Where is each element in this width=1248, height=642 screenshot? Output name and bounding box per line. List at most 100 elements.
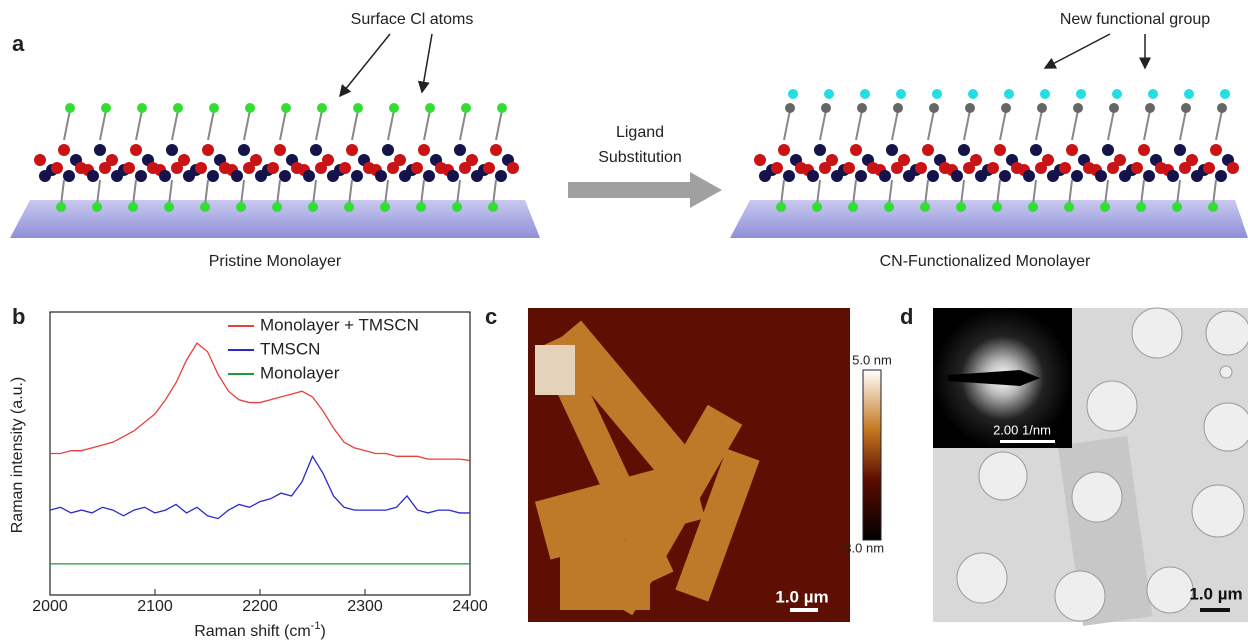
atom	[860, 89, 870, 99]
bond	[388, 110, 394, 140]
x-axis-label: Raman shift (cm-1)	[194, 620, 326, 640]
atom	[1066, 144, 1078, 156]
atom	[490, 144, 502, 156]
colorbar-label: -3.0 nm	[840, 540, 884, 555]
x-tick-label: 2300	[347, 598, 383, 615]
atom	[1004, 89, 1014, 99]
atom	[1131, 162, 1143, 174]
atom	[1167, 170, 1179, 182]
atom	[250, 154, 262, 166]
bond	[964, 110, 970, 140]
scale-bar	[1200, 608, 1230, 612]
atom	[807, 170, 819, 182]
atom	[1114, 154, 1126, 166]
bond	[172, 110, 178, 140]
x-axis-label-sup: -1	[311, 620, 321, 632]
atom	[1210, 144, 1222, 156]
atom	[879, 170, 891, 182]
bond	[460, 110, 466, 140]
scale-bar	[790, 608, 818, 612]
scale-bar-label: 1.0 µm	[1189, 584, 1242, 603]
x-axis-label-end: )	[320, 623, 325, 640]
colorbar	[863, 370, 881, 540]
atom	[1073, 103, 1083, 113]
bond	[208, 110, 214, 140]
atom	[310, 144, 322, 156]
atom	[382, 144, 394, 156]
atom	[411, 162, 423, 174]
atom	[195, 162, 207, 174]
atom	[850, 144, 862, 156]
caption: CN-Functionalized Monolayer	[880, 253, 1091, 270]
atom	[970, 154, 982, 166]
atom	[1138, 144, 1150, 156]
atom	[1181, 103, 1191, 113]
bond	[424, 110, 430, 140]
atom	[267, 162, 279, 174]
atom	[507, 162, 519, 174]
atom	[1220, 89, 1230, 99]
atom	[164, 202, 174, 212]
atom	[303, 170, 315, 182]
atom	[884, 202, 894, 212]
atom	[236, 202, 246, 212]
atom	[51, 162, 63, 174]
annotation: New functional group	[1060, 11, 1210, 28]
caption: Pristine Monolayer	[209, 253, 342, 270]
legend-label: TMSCN	[260, 339, 320, 358]
bond	[244, 110, 250, 140]
atom	[814, 144, 826, 156]
bond	[316, 110, 322, 140]
bond	[1036, 110, 1042, 140]
arrow	[1045, 34, 1110, 68]
bond	[100, 110, 106, 140]
atom	[380, 202, 390, 212]
panel-d: d 2.00 1/nm 1.0 µm	[900, 304, 1248, 626]
atom	[159, 170, 171, 182]
legend-label: Monolayer + TMSCN	[260, 315, 419, 334]
bond	[820, 110, 826, 140]
atom	[1102, 144, 1114, 156]
atom	[425, 103, 435, 113]
atom	[994, 144, 1006, 156]
atom	[344, 202, 354, 212]
panel-c: c 5.0 nm -3.0 nm 1.0 µm	[485, 304, 892, 622]
bond	[892, 110, 898, 140]
atom	[812, 202, 822, 212]
atom	[166, 144, 178, 156]
atom	[785, 103, 795, 113]
atom	[202, 144, 214, 156]
x-tick-label: 2400	[452, 598, 488, 615]
atom	[826, 154, 838, 166]
atom	[1040, 89, 1050, 99]
atom	[956, 202, 966, 212]
atom	[447, 170, 459, 182]
atom	[1186, 154, 1198, 166]
arrow	[422, 34, 432, 92]
atom	[87, 170, 99, 182]
atom	[893, 103, 903, 113]
atom	[483, 162, 495, 174]
bond	[1216, 110, 1222, 140]
atom	[137, 103, 147, 113]
atom	[209, 103, 219, 113]
reaction-arrow	[568, 172, 722, 208]
bond	[1144, 110, 1150, 140]
atom	[1217, 103, 1227, 113]
panel-label: c	[485, 304, 497, 329]
atom	[238, 144, 250, 156]
bond	[928, 110, 934, 140]
atom	[968, 89, 978, 99]
atom	[322, 154, 334, 166]
atom	[106, 154, 118, 166]
panel-label: d	[900, 304, 913, 329]
atom	[1059, 162, 1071, 174]
panel-label: b	[12, 304, 25, 329]
x-tick-label: 2200	[242, 598, 278, 615]
atom	[1227, 162, 1239, 174]
atom	[274, 144, 286, 156]
atom	[1148, 89, 1158, 99]
atom	[454, 144, 466, 156]
bond	[64, 110, 70, 140]
atom	[418, 144, 430, 156]
